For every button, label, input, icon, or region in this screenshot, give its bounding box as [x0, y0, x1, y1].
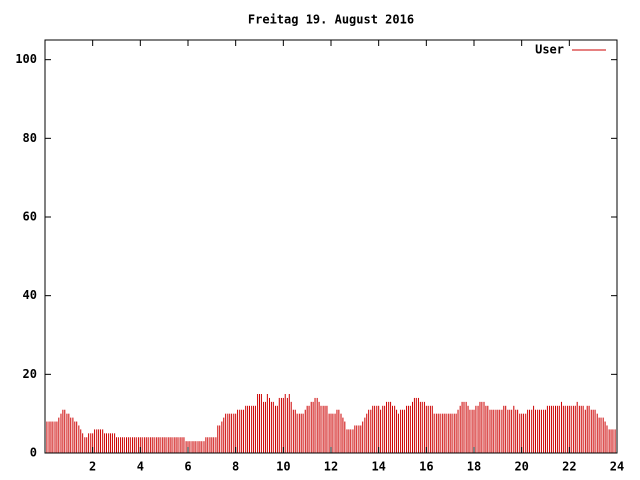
- x-tick-label: 6: [184, 460, 191, 474]
- y-tick-label: 80: [23, 131, 37, 145]
- y-tick-label: 20: [23, 367, 37, 381]
- y-tick-label: 40: [23, 288, 37, 302]
- x-tick-label: 14: [371, 460, 385, 474]
- x-tick-label: 16: [419, 460, 433, 474]
- x-tick-label: 10: [276, 460, 290, 474]
- x-tick-label: 22: [562, 460, 576, 474]
- y-tick-label: 0: [30, 446, 37, 460]
- x-tick-label: 20: [514, 460, 528, 474]
- x-tick-label: 8: [232, 460, 239, 474]
- x-tick-label: 24: [610, 460, 624, 474]
- x-tick-label: 2: [89, 460, 96, 474]
- x-tick-label: 4: [137, 460, 144, 474]
- chart-title: Freitag 19. August 2016: [248, 13, 414, 27]
- x-tick-label: 18: [467, 460, 481, 474]
- y-tick-label: 60: [23, 210, 37, 224]
- x-tick-label: 12: [324, 460, 338, 474]
- plot-border: [44, 39, 618, 454]
- legend-label: User: [535, 43, 564, 57]
- y-tick-label: 100: [15, 52, 37, 66]
